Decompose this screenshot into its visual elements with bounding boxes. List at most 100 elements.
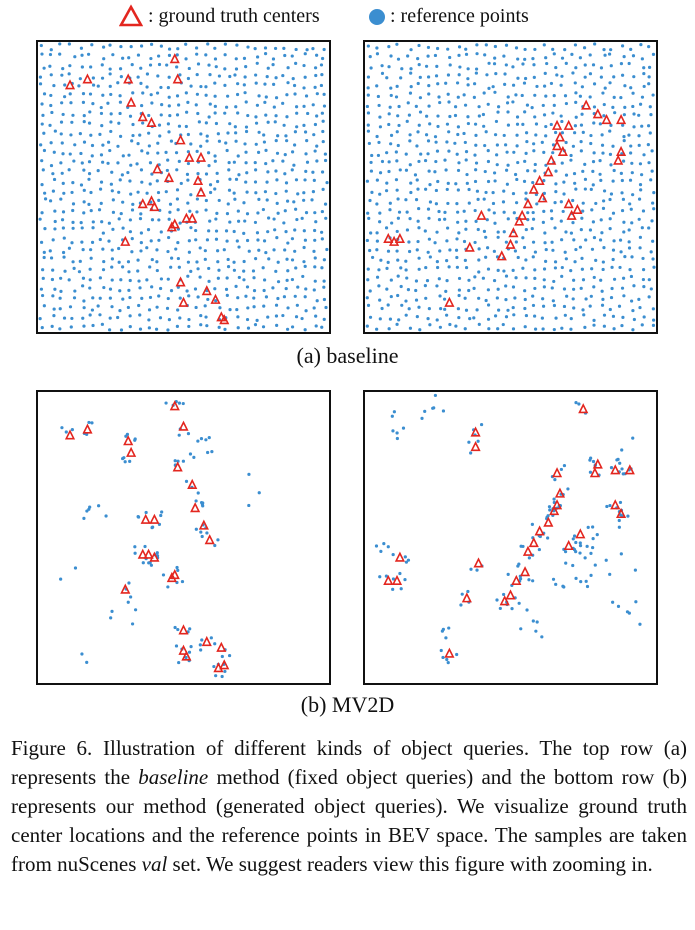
reference-point [109,120,113,124]
reference-point [417,256,421,260]
reference-point [88,92,93,96]
reference-point [447,130,451,134]
ground-truth-center [592,458,603,469]
reference-point [234,105,238,109]
reference-point [236,326,240,330]
reference-point [138,313,142,317]
reference-point [302,260,306,264]
reference-point [637,113,641,117]
reference-point [79,221,83,225]
reference-point [81,92,86,96]
reference-point [592,318,596,322]
reference-point [621,159,626,163]
reference-point [237,173,241,177]
dot-marker-icon [369,9,385,25]
reference-point [244,294,248,298]
reference-point [396,216,400,220]
reference-point [215,171,219,175]
reference-point [177,103,181,107]
reference-point [389,93,393,98]
reference-point [71,260,75,264]
reference-point [235,92,240,97]
reference-point [473,153,477,157]
reference-point [274,303,279,307]
reference-point [366,111,371,115]
reference-point [395,42,399,46]
reference-point [187,650,192,654]
reference-point [479,422,484,427]
reference-point [574,115,578,119]
reference-point [305,139,309,143]
reference-point [281,159,285,163]
reference-point [495,153,499,157]
reference-point [486,317,491,321]
reference-point [148,265,152,269]
reference-point [196,491,200,495]
reference-point [167,95,171,99]
reference-point [569,231,574,235]
reference-point [149,563,154,567]
reference-point [293,294,297,298]
reference-point [234,131,238,135]
reference-point [40,52,44,56]
reference-point [571,297,575,301]
reference-point [620,286,625,290]
reference-point [61,152,65,156]
reference-point [264,295,269,299]
reference-point [159,277,164,281]
reference-point [474,143,478,147]
ground-truth-center [219,659,230,670]
reference-point [314,73,318,78]
reference-point [149,56,153,61]
reference-point [396,114,400,118]
reference-point [242,278,246,282]
reference-point [99,201,103,205]
reference-point [446,73,451,77]
reference-point [482,197,486,201]
reference-point [572,306,576,310]
reference-point [651,257,655,261]
reference-point [397,104,401,109]
reference-point [457,45,462,49]
reference-point [375,248,379,252]
reference-point [164,190,168,194]
caption-italic-2: val [141,852,168,876]
reference-point [227,168,231,172]
reference-point [408,91,413,95]
ground-truth-center [616,507,627,519]
reference-point [155,248,159,252]
reference-point [286,306,290,310]
reference-point [78,259,82,263]
reference-point [405,210,409,214]
reference-point [485,73,489,77]
reference-point [417,43,421,48]
reference-point [589,456,593,460]
reference-point [257,197,261,201]
reference-point [531,619,535,623]
reference-point [537,547,541,552]
reference-point [117,246,121,251]
reference-point [145,72,150,76]
reference-point [67,42,71,46]
reference-point [637,143,641,147]
reference-point [245,238,250,243]
reference-point [59,289,63,293]
reference-point [423,229,427,233]
reference-point [495,163,499,167]
reference-point [601,91,605,95]
reference-point [186,178,190,182]
reference-point [585,544,589,548]
reference-point [434,159,438,164]
reference-point [375,46,379,50]
reference-point [157,123,162,127]
reference-point [48,64,52,68]
reference-point [366,303,371,307]
reference-point [257,491,261,495]
reference-point [640,95,645,99]
reference-point [90,421,94,425]
reference-point [198,246,202,250]
reference-point [176,568,180,572]
reference-point [175,113,180,117]
reference-point [491,201,496,206]
reference-point [63,95,67,99]
